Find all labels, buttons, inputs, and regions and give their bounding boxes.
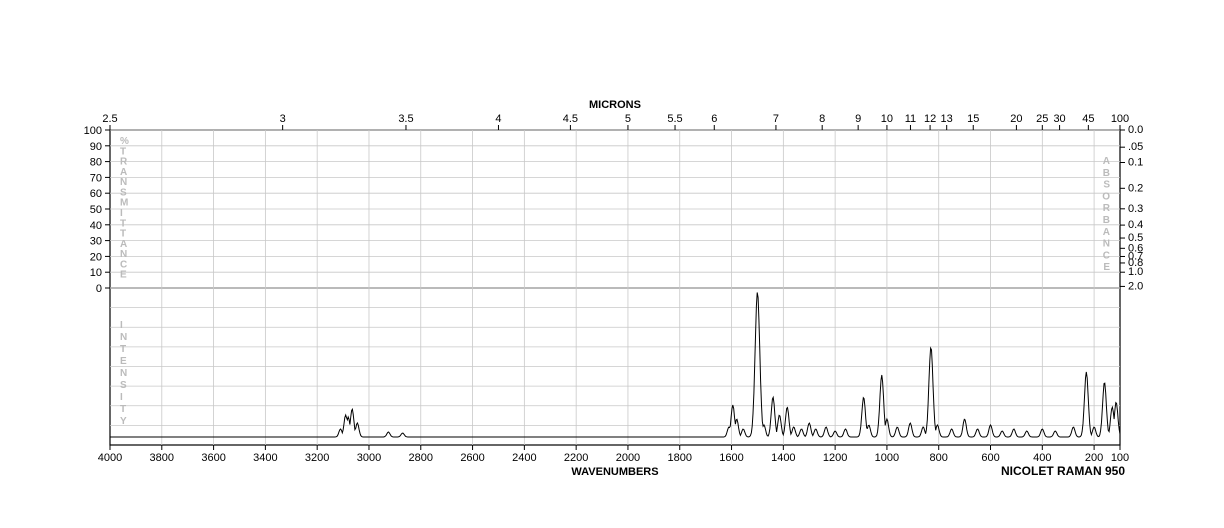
micron-tick-label: 4 bbox=[495, 113, 501, 125]
wavenumber-tick-label: 800 bbox=[930, 452, 948, 464]
transmittance-tick-label: 10 bbox=[90, 267, 102, 279]
spectrum-plot: { "canvas": { "width": 1224, "height": 5… bbox=[0, 0, 1224, 528]
micron-tick-label: 45 bbox=[1082, 113, 1094, 125]
wavenumber-tick-label: 400 bbox=[1033, 452, 1051, 464]
vertical-label-letter: S bbox=[120, 380, 127, 391]
micron-tick-label: 12 bbox=[924, 113, 936, 125]
raman-trace bbox=[110, 293, 1120, 438]
wavenumber-tick-label: 1000 bbox=[875, 452, 899, 464]
wavenumber-tick-label: 3400 bbox=[253, 452, 277, 464]
vertical-label-letter: O bbox=[1102, 191, 1110, 202]
wavenumber-tick-label: 1200 bbox=[823, 452, 847, 464]
absorbance-tick-label: 0.3 bbox=[1128, 203, 1143, 215]
micron-tick-label: 30 bbox=[1053, 113, 1065, 125]
absorbance-tick-label: .05 bbox=[1128, 141, 1143, 153]
wavenumber-tick-label: 3200 bbox=[305, 452, 329, 464]
absorbance-tick-label: 2.0 bbox=[1128, 280, 1143, 292]
vertical-label-letter: T bbox=[120, 404, 126, 415]
vertical-label-letter: T bbox=[120, 344, 126, 355]
vertical-label-letter: N bbox=[1103, 239, 1110, 250]
micron-tick-label: 2.5 bbox=[102, 113, 117, 125]
vertical-label-letter: I bbox=[120, 392, 123, 403]
transmittance-tick-label: 70 bbox=[90, 172, 102, 184]
micron-tick-label: 3 bbox=[280, 113, 286, 125]
micron-tick-label: 8 bbox=[819, 113, 825, 125]
vertical-label-letter: N bbox=[120, 368, 127, 379]
vertical-label-letter: A bbox=[1103, 227, 1110, 238]
micron-tick-label: 5 bbox=[625, 113, 631, 125]
micron-tick-label: 10 bbox=[881, 113, 893, 125]
micron-tick-label: 7 bbox=[773, 113, 779, 125]
microns-title: MICRONS bbox=[589, 99, 641, 111]
wavenumber-tick-label: 3600 bbox=[201, 452, 225, 464]
micron-tick-label: 11 bbox=[905, 113, 916, 125]
micron-tick-label: 6 bbox=[711, 113, 717, 125]
vertical-label-letter: S bbox=[1103, 180, 1110, 191]
wavenumber-tick-label: 3000 bbox=[357, 452, 381, 464]
transmittance-tick-label: 60 bbox=[90, 188, 102, 200]
absorbance-tick-label: 1.0 bbox=[1128, 266, 1143, 278]
spectrum-svg: 10090807060504030201000.0.050.10.20.30.4… bbox=[0, 0, 1224, 528]
transmittance-tick-label: 40 bbox=[90, 220, 102, 232]
transmittance-tick-label: 50 bbox=[90, 204, 102, 216]
micron-tick-label: 25 bbox=[1036, 113, 1048, 125]
absorbance-tick-label: 0.4 bbox=[1128, 219, 1143, 231]
transmittance-tick-label: 80 bbox=[90, 157, 102, 169]
vertical-label-letter: E bbox=[120, 270, 127, 281]
wavenumber-tick-label: 2600 bbox=[460, 452, 484, 464]
vertical-label-letter: Y bbox=[120, 416, 127, 427]
micron-tick-label: 13 bbox=[941, 113, 953, 125]
wavenumber-tick-label: 3800 bbox=[150, 452, 174, 464]
transmittance-tick-label: 30 bbox=[90, 236, 102, 248]
wavenumber-tick-label: 200 bbox=[1085, 452, 1103, 464]
wavenumber-tick-label: 4000 bbox=[98, 452, 122, 464]
wavenumber-tick-label: 2000 bbox=[616, 452, 640, 464]
transmittance-tick-label: 90 bbox=[90, 141, 102, 153]
micron-tick-label: 9 bbox=[855, 113, 861, 125]
micron-tick-label: 100 bbox=[1111, 113, 1129, 125]
vertical-label-letter: R bbox=[1103, 203, 1111, 214]
vertical-label-letter: I bbox=[120, 320, 123, 331]
micron-tick-label: 15 bbox=[967, 113, 979, 125]
vertical-label-letter: N bbox=[120, 332, 127, 343]
wavenumber-tick-label: 600 bbox=[981, 452, 999, 464]
micron-tick-label: 3.5 bbox=[398, 113, 413, 125]
absorbance-tick-label: 0.2 bbox=[1128, 182, 1143, 194]
micron-tick-label: 4.5 bbox=[563, 113, 578, 125]
wavenumbers-title: WAVENUMBERS bbox=[571, 466, 658, 478]
vertical-label-letter: B bbox=[1103, 215, 1110, 226]
wavenumber-tick-label: 2400 bbox=[512, 452, 536, 464]
micron-tick-label: 5.5 bbox=[667, 113, 682, 125]
wavenumber-tick-label: 100 bbox=[1111, 452, 1129, 464]
vertical-label-letter: B bbox=[1103, 168, 1110, 179]
wavenumber-tick-label: 2800 bbox=[409, 452, 433, 464]
vertical-label-letter: C bbox=[1103, 250, 1110, 261]
transmittance-tick-label: 0 bbox=[96, 283, 102, 295]
wavenumber-tick-label: 1800 bbox=[668, 452, 692, 464]
instrument-label: NICOLET RAMAN 950 bbox=[1001, 464, 1125, 478]
wavenumber-tick-label: 1400 bbox=[771, 452, 795, 464]
absorbance-tick-label: 0.0 bbox=[1128, 124, 1143, 136]
transmittance-tick-label: 20 bbox=[90, 251, 102, 263]
vertical-label-letter: A bbox=[1103, 156, 1110, 167]
absorbance-tick-label: 0.1 bbox=[1128, 156, 1143, 168]
wavenumber-tick-label: 2200 bbox=[564, 452, 588, 464]
wavenumber-tick-label: 1600 bbox=[719, 452, 743, 464]
vertical-label-letter: E bbox=[1103, 262, 1110, 273]
vertical-label-letter: E bbox=[120, 356, 127, 367]
transmittance-tick-label: 100 bbox=[84, 125, 102, 137]
micron-tick-label: 20 bbox=[1010, 113, 1022, 125]
